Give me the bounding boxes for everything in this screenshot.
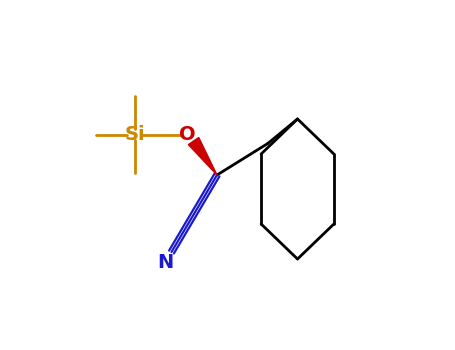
Polygon shape — [188, 138, 217, 175]
Text: N: N — [157, 253, 173, 272]
Text: O: O — [179, 125, 196, 144]
Text: Si: Si — [124, 125, 145, 144]
